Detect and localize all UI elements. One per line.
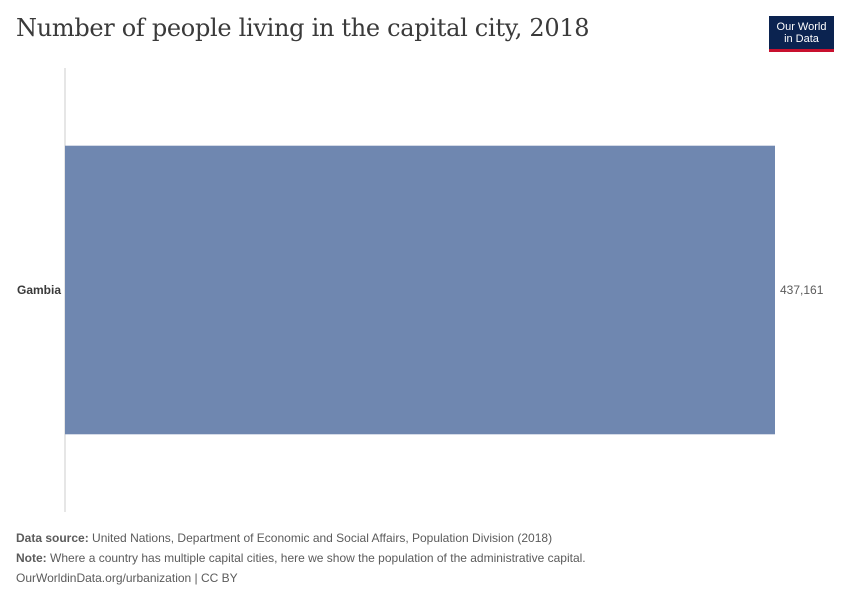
data-source-line: Data source: United Nations, Department … (16, 528, 586, 548)
note-label: Note: (16, 551, 47, 565)
chart-footer: Data source: United Nations, Department … (16, 528, 586, 588)
note-line: Note: Where a country has multiple capit… (16, 548, 586, 568)
value-label: 437,161 (780, 283, 824, 297)
owid-logo[interactable]: Our World in Data (769, 16, 834, 52)
logo-line-1: Our World (776, 20, 827, 33)
logo-line-2: in Data (784, 32, 819, 45)
credit-line[interactable]: OurWorldinData.org/urbanization | CC BY (16, 571, 238, 585)
category-label: Gambia (17, 283, 61, 297)
bar-gambia[interactable] (65, 145, 775, 435)
bar-chart: Gambia 437,161 (17, 68, 824, 512)
data-source-text: United Nations, Department of Economic a… (92, 531, 553, 545)
data-source-label: Data source: (16, 531, 89, 545)
note-text: Where a country has multiple capital cit… (50, 551, 586, 565)
chart-title: Number of people living in the capital c… (16, 14, 590, 42)
